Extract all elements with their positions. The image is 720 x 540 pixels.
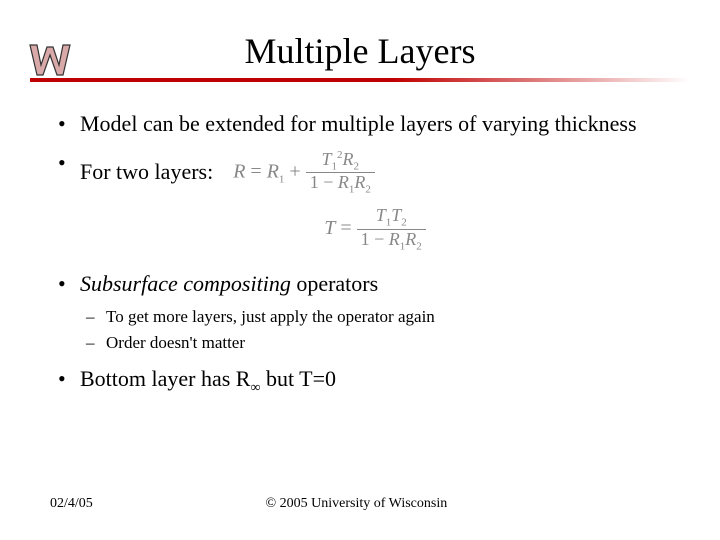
bullet-subsurface-compositing: Subsurface compositing operators To get … — [50, 270, 670, 354]
footer: 02/4/05 © 2005 University of Wisconsin — [0, 496, 720, 512]
bottom-layer-pre: Bottom layer has R — [80, 366, 250, 391]
bullet-bottom-layer: Bottom layer has R∞ but T=0 — [50, 365, 670, 398]
sub-bullet-apply-again: To get more layers, just apply the opera… — [80, 305, 670, 329]
header: Multiple Layers — [0, 0, 720, 90]
slide-title: Multiple Layers — [0, 30, 720, 72]
sub-bullet-order: Order doesn't matter — [80, 331, 670, 355]
bullet-subsurface-rest: operators — [291, 271, 378, 296]
wisconsin-logo — [25, 35, 75, 85]
bullet-subsurface-italic: Subsurface compositing — [80, 271, 291, 296]
bullet-two-layers-text: For two layers: — [80, 158, 213, 187]
title-underline — [30, 78, 690, 82]
bullet-model-extended: Model can be extended for multiple layer… — [50, 110, 670, 139]
formula-t: T = T1T21 − R1R2 — [80, 206, 670, 252]
footer-copyright: © 2005 University of Wisconsin — [93, 496, 670, 512]
bullet-list: Model can be extended for multiple layer… — [50, 110, 670, 397]
infinity-subscript: ∞ — [250, 380, 260, 395]
sub-list: To get more layers, just apply the opera… — [80, 305, 670, 355]
bottom-layer-post: but T=0 — [260, 366, 336, 391]
bullet-two-layers: For two layers: R = R1 + T12R21 − R1R2 T… — [50, 149, 670, 253]
formula-r: R = R1 + T12R21 − R1R2 — [233, 149, 375, 196]
slide: Multiple Layers Model can be extended fo… — [0, 0, 720, 540]
content: Model can be extended for multiple layer… — [0, 90, 720, 397]
footer-date: 02/4/05 — [50, 496, 93, 512]
